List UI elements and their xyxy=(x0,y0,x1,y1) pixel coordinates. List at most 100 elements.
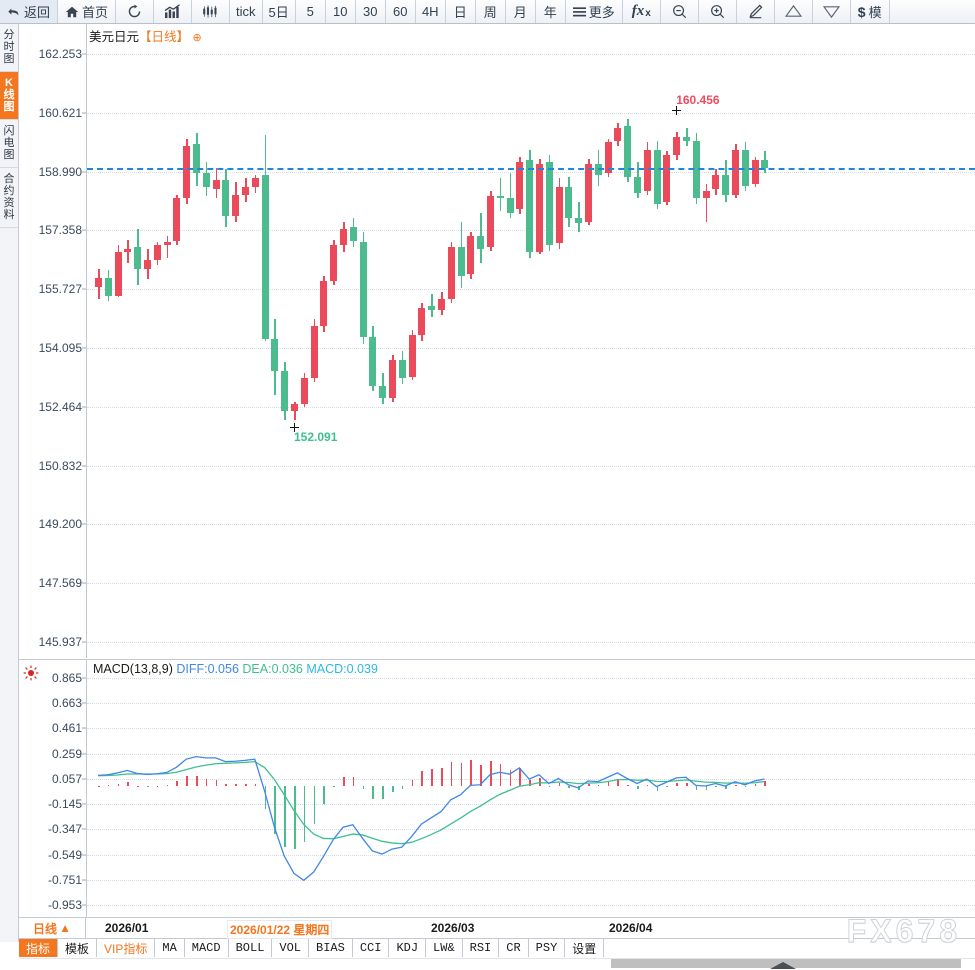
formula-button[interactable]: fx x xyxy=(623,0,661,23)
tb-item-60min[interactable]: 60 xyxy=(386,0,416,23)
candle-body[interactable] xyxy=(291,403,298,411)
candle-body[interactable] xyxy=(477,236,485,249)
candle-body[interactable] xyxy=(144,259,151,269)
tb-item-week[interactable]: 周 xyxy=(476,0,506,23)
candle-body[interactable] xyxy=(281,371,289,411)
triangle-down-button[interactable] xyxy=(813,0,851,23)
candle-body[interactable] xyxy=(722,174,730,195)
refresh-button[interactable] xyxy=(116,0,155,23)
candle-body[interactable] xyxy=(683,136,690,141)
zoom-in-button[interactable] xyxy=(699,0,737,23)
candle-body[interactable] xyxy=(555,187,563,244)
home-button[interactable]: 首页 xyxy=(58,0,117,23)
indicator-tab-[interactable]: 指标 xyxy=(19,939,59,957)
candle-body[interactable] xyxy=(663,155,671,202)
candle-body[interactable] xyxy=(183,146,191,199)
candle-body[interactable] xyxy=(712,174,720,190)
tb-item-tick[interactable]: tick xyxy=(230,0,263,23)
tb-item-day[interactable]: 日 xyxy=(446,0,476,23)
indicator-tab-lw[interactable]: LW& xyxy=(426,939,463,957)
candle-body[interactable] xyxy=(496,196,504,199)
period-selector-button[interactable]: 日线 ▲ xyxy=(19,918,86,938)
more-button[interactable]: 更多 xyxy=(566,0,623,23)
sidebar-item-contract[interactable]: 合约资料 xyxy=(0,168,18,228)
candlestick-button[interactable] xyxy=(192,0,231,23)
candle-body[interactable] xyxy=(487,196,494,247)
candle-body[interactable] xyxy=(320,281,328,327)
candle-body[interactable] xyxy=(251,178,259,188)
candle-body[interactable] xyxy=(212,180,220,190)
candle-body[interactable] xyxy=(349,227,357,242)
candle-body[interactable] xyxy=(359,241,367,337)
candle-body[interactable] xyxy=(173,198,181,242)
candle-body[interactable] xyxy=(467,236,475,274)
tb-item-10min[interactable]: 10 xyxy=(326,0,356,23)
bar-chart-button[interactable] xyxy=(154,0,193,23)
candle-body[interactable] xyxy=(163,241,171,246)
candle-body[interactable] xyxy=(124,248,132,253)
tb-item-4hour[interactable]: 4H xyxy=(416,0,446,23)
back-button[interactable]: 返回 xyxy=(0,0,59,23)
indicator-tab-kdj[interactable]: KDJ xyxy=(389,939,427,957)
candle-body[interactable] xyxy=(369,337,377,386)
candle-body[interactable] xyxy=(232,194,240,217)
indicator-tab-vol[interactable]: VOL xyxy=(272,939,310,957)
tb-item-year[interactable]: 年 xyxy=(536,0,566,23)
indicator-tab-[interactable]: 模板 xyxy=(58,939,98,957)
candle-body[interactable] xyxy=(153,245,161,260)
candle-body[interactable] xyxy=(741,149,749,186)
candle-body[interactable] xyxy=(506,198,514,213)
candle-body[interactable] xyxy=(95,277,102,287)
candle-body[interactable] xyxy=(193,144,200,174)
candle-body[interactable] xyxy=(624,126,632,177)
candle-body[interactable] xyxy=(340,228,347,246)
candle-body[interactable] xyxy=(134,246,142,269)
zoom-out-button[interactable] xyxy=(661,0,699,23)
candle-body[interactable] xyxy=(604,142,612,174)
candle-body[interactable] xyxy=(702,191,710,199)
tb-item-month[interactable]: 月 xyxy=(506,0,536,23)
indicator-tab-macd[interactable]: MACD xyxy=(185,939,229,957)
indicator-tab-bias[interactable]: BIAS xyxy=(309,939,353,957)
candle-body[interactable] xyxy=(457,246,465,276)
candle-body[interactable] xyxy=(526,160,534,253)
candle-body[interactable] xyxy=(545,162,553,246)
sidebar-item-lightning[interactable]: 闪电图 xyxy=(0,120,18,168)
candle-body[interactable] xyxy=(271,338,279,372)
candle-body[interactable] xyxy=(673,136,681,155)
scroll-arrow-icon[interactable] xyxy=(770,962,796,969)
sun-icon[interactable] xyxy=(23,665,39,681)
candle-body[interactable] xyxy=(300,378,308,404)
sidebar-item-timeshare[interactable]: 分时图 xyxy=(0,24,18,72)
candle-body[interactable] xyxy=(379,385,387,399)
tb-item-30min[interactable]: 30 xyxy=(356,0,386,23)
indicator-tab-[interactable]: 设置 xyxy=(565,939,605,957)
candle-body[interactable] xyxy=(408,335,416,377)
candle-body[interactable] xyxy=(438,299,445,310)
indicator-tab-ma[interactable]: MA xyxy=(155,939,185,957)
triangle-up-button[interactable] xyxy=(775,0,813,23)
tb-item-5min[interactable]: 5 xyxy=(296,0,326,23)
candle-body[interactable] xyxy=(428,306,436,310)
indicator-tab-cr[interactable]: CR xyxy=(499,939,529,957)
candle-body[interactable] xyxy=(330,245,338,282)
candle-body[interactable] xyxy=(536,164,543,253)
indicator-tab-psy[interactable]: PSY xyxy=(529,939,566,957)
candle-body[interactable] xyxy=(418,308,426,336)
candle-body[interactable] xyxy=(310,326,318,379)
indicator-tab-rsi[interactable]: RSI xyxy=(463,939,500,957)
horizontal-scrollbar-track[interactable] xyxy=(19,958,975,969)
candle-body[interactable] xyxy=(222,180,230,217)
candle-body[interactable] xyxy=(585,164,592,222)
candle-body[interactable] xyxy=(614,127,622,141)
candle-body[interactable] xyxy=(751,160,759,184)
candle-body[interactable] xyxy=(202,173,210,188)
candle-body[interactable] xyxy=(261,174,269,339)
indicator-tab-boll[interactable]: BOLL xyxy=(229,939,273,957)
draw-button[interactable] xyxy=(737,0,775,23)
candle-body[interactable] xyxy=(114,252,122,296)
candle-body[interactable] xyxy=(565,187,573,219)
candle-body[interactable] xyxy=(398,360,406,379)
candle-body[interactable] xyxy=(575,218,583,224)
